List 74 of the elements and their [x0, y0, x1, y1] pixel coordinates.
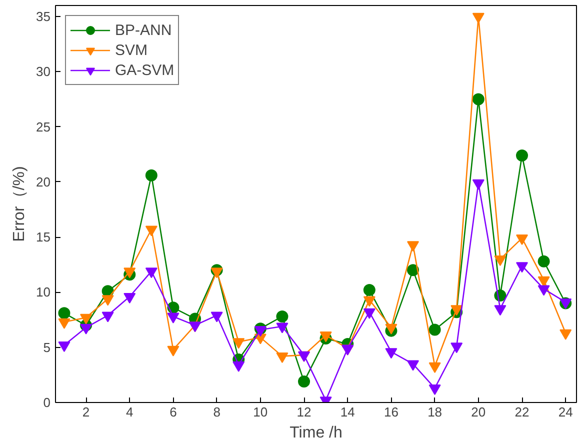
x-tick-label: 4: [126, 404, 134, 420]
point: [363, 308, 376, 319]
point: [58, 307, 70, 320]
legend-label: GA-SVM: [115, 62, 174, 78]
point: [494, 305, 506, 316]
x-tick-label: 18: [428, 404, 442, 420]
legend-label: SVM: [115, 42, 148, 58]
y-tick-label: 5: [43, 340, 51, 355]
x-tick-label: 16: [384, 404, 398, 420]
point: [276, 322, 288, 334]
x-tick-label: 14: [340, 404, 355, 420]
x-axis-title: Time /h: [290, 424, 342, 442]
point: [385, 348, 398, 359]
point: [102, 295, 114, 306]
point: [145, 169, 158, 182]
point: [124, 268, 136, 278]
x-tick-label: 10: [253, 404, 268, 420]
x-tick-label: 24: [558, 404, 573, 420]
point: [472, 93, 484, 106]
point: [538, 276, 550, 287]
point: [472, 12, 484, 24]
x-tick-label: 8: [213, 404, 220, 420]
point: [385, 324, 398, 334]
point: [538, 255, 550, 268]
point: [428, 362, 441, 373]
point: [102, 312, 114, 322]
x-tick-label: 22: [514, 404, 530, 420]
point: [298, 376, 310, 388]
y-tick-label: 35: [36, 9, 51, 24]
point: [363, 284, 376, 296]
y-axis-title: Error（/%): [11, 166, 28, 242]
point: [232, 361, 245, 372]
point: [210, 312, 223, 322]
point: [407, 241, 420, 252]
point: [167, 312, 180, 324]
point: [494, 255, 506, 266]
point: [560, 329, 572, 340]
y-tick-label: 15: [36, 230, 51, 245]
point: [450, 305, 463, 316]
point: [516, 149, 528, 162]
point: [124, 292, 136, 304]
point: [538, 285, 550, 296]
x-tick-label: 6: [170, 404, 177, 420]
point: [145, 226, 158, 236]
point: [58, 318, 70, 329]
point: [80, 314, 92, 324]
point: [58, 341, 70, 352]
point: [450, 342, 463, 354]
y-tick-label: 0: [43, 395, 51, 410]
point: [516, 262, 528, 273]
y-tick-label: 30: [36, 64, 51, 80]
y-tick-label: 25: [36, 119, 51, 134]
x-tick-label: 12: [296, 404, 312, 420]
point: [145, 268, 158, 278]
point: [276, 310, 288, 322]
legend-label: BP-ANN: [115, 22, 172, 38]
point: [167, 346, 180, 356]
point: [363, 296, 376, 307]
point: [407, 264, 420, 276]
y-tick-label: 20: [36, 174, 51, 190]
point: [232, 338, 245, 349]
point: [320, 332, 332, 342]
point: [472, 179, 484, 190]
y-tick-label: 10: [36, 284, 51, 300]
point: [80, 324, 92, 334]
x-tick-label: 2: [82, 404, 90, 420]
point: [210, 268, 223, 278]
point: [254, 326, 266, 337]
point: [276, 352, 288, 364]
point: [428, 324, 441, 336]
x-tick-label: 20: [471, 404, 486, 420]
point: [516, 234, 528, 246]
point: [407, 360, 420, 371]
point: [428, 384, 441, 396]
